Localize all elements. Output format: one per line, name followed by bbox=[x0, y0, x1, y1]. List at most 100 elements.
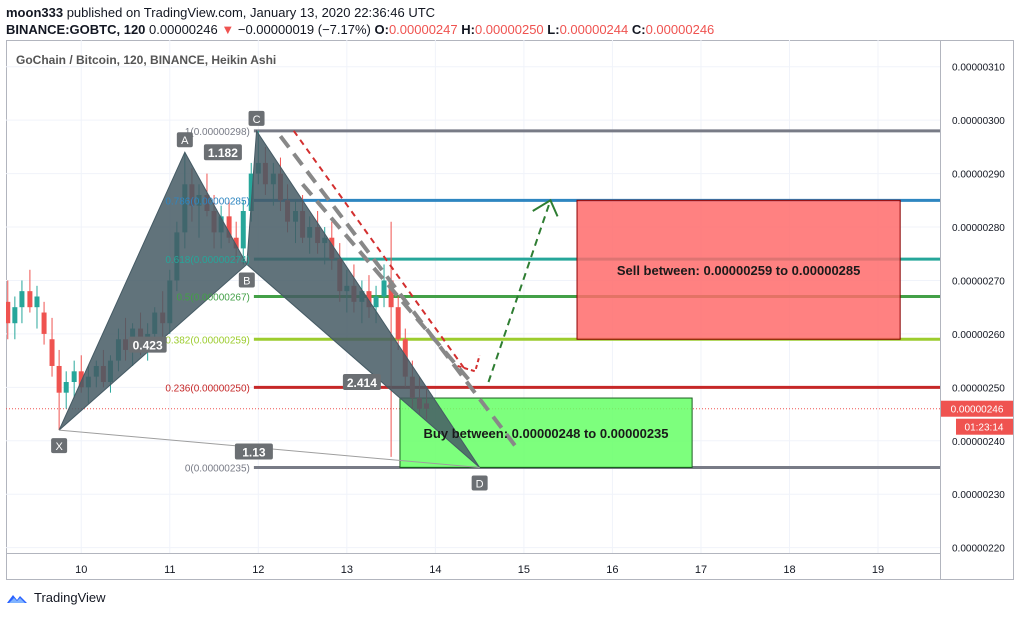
last-price-tag-label: 0.00000246 bbox=[951, 405, 1004, 416]
red-dashed-projection[interactable] bbox=[292, 130, 468, 372]
price-tick-label: 0.00000230 bbox=[952, 490, 1005, 501]
candle-body bbox=[395, 307, 401, 340]
fib-level-label: 0.618(0.00000274) bbox=[165, 255, 250, 266]
zone-labels: Sell between: 0.00000259 to 0.00000285 Bu… bbox=[424, 263, 861, 441]
candle-body bbox=[248, 173, 254, 211]
point-label-x: X bbox=[55, 441, 63, 453]
time-tick-label: 15 bbox=[518, 564, 530, 576]
candle-body bbox=[19, 291, 25, 308]
fib-labels: 1(0.00000298) 0.786(0.00000285) 0.618(0.00… bbox=[165, 127, 250, 475]
point-label-c: C bbox=[253, 114, 261, 126]
price-tick-label: 0.00000220 bbox=[952, 544, 1005, 555]
point-label-d: D bbox=[476, 479, 484, 491]
ratio-badge bbox=[234, 443, 273, 460]
green-dashed-projection[interactable] bbox=[487, 199, 552, 383]
candle-body bbox=[12, 307, 18, 324]
author-name[interactable]: moon333 bbox=[6, 5, 64, 20]
ratio-label: 1.182 bbox=[208, 146, 238, 160]
tradingview-logo-icon[interactable] bbox=[6, 591, 28, 605]
candle-body bbox=[41, 312, 47, 334]
price-tick-label: 0.00000270 bbox=[952, 276, 1005, 287]
point-badge bbox=[471, 475, 488, 491]
price-zones[interactable] bbox=[399, 199, 901, 468]
point-badge bbox=[176, 132, 193, 148]
high-label: H: bbox=[461, 22, 475, 37]
candle-body bbox=[56, 365, 62, 393]
green-arrow-head bbox=[532, 198, 559, 217]
chart-title: GoChain / Bitcoin, 120, BINANCE, Heikin … bbox=[16, 53, 276, 67]
point-label-b: B bbox=[243, 275, 250, 287]
candle-body bbox=[381, 280, 387, 297]
candle-body bbox=[6, 301, 11, 324]
candle-body bbox=[63, 382, 69, 393]
red-arrow-tip bbox=[457, 355, 481, 373]
sell-zone[interactable] bbox=[576, 199, 901, 340]
fib-level-label: 0.236(0.00000250) bbox=[165, 383, 250, 394]
ratio-label: 1.13 bbox=[242, 445, 266, 459]
candle-body bbox=[49, 339, 55, 366]
projection-arrows[interactable] bbox=[278, 130, 559, 453]
time-tick-label: 17 bbox=[695, 564, 707, 576]
sell-zone-label: Sell between: 0.00000259 to 0.00000285 bbox=[617, 263, 861, 278]
price-tick-label: 0.00000240 bbox=[952, 437, 1005, 448]
last-price-tag[interactable] bbox=[941, 400, 1013, 417]
time-tick-label: 11 bbox=[164, 564, 175, 576]
price-tick-label: 0.00000250 bbox=[952, 383, 1005, 394]
candle-body bbox=[27, 291, 33, 308]
chart-header: moon333 published on TradingView.com, Ja… bbox=[6, 4, 714, 38]
price-change: −0.00000019 (−7.17%) bbox=[237, 22, 371, 37]
time-tick-label: 10 bbox=[75, 564, 87, 576]
point-badge bbox=[238, 272, 255, 288]
ratio-label: 2.414 bbox=[347, 376, 377, 390]
ratio-badge bbox=[342, 374, 381, 390]
close-label: C: bbox=[631, 22, 646, 37]
point-badge bbox=[248, 110, 265, 126]
candle-body bbox=[366, 291, 372, 308]
symbol-label: BINANCE:GOBTC, 120 bbox=[6, 22, 146, 37]
candle-body bbox=[78, 371, 84, 388]
candle-body bbox=[233, 237, 239, 249]
time-tick-label: 13 bbox=[341, 564, 353, 576]
time-tick-label: 18 bbox=[783, 564, 795, 576]
ratio-label: 0.423 bbox=[133, 339, 163, 353]
price-tick-label: 0.00000290 bbox=[952, 170, 1005, 181]
price-axis[interactable]: 0.00000220 0.00000230 0.00000240 0.00000250… bbox=[941, 63, 1013, 555]
footer: TradingView bbox=[6, 590, 106, 605]
price-chart[interactable]: 1(0.00000298) 0.786(0.00000285) 0.618(0.00… bbox=[6, 40, 1014, 580]
last-price: 0.00000246 bbox=[149, 22, 218, 37]
fib-level-label: 1(0.00000298) bbox=[185, 127, 250, 138]
publish-line: moon333 published on TradingView.com, Ja… bbox=[6, 4, 714, 21]
time-axis[interactable]: 10 11 12 13 14 15 16 17 18 19 bbox=[75, 564, 884, 576]
price-tick-label: 0.00000300 bbox=[952, 116, 1005, 127]
fib-level-label: 0.382(0.00000259) bbox=[165, 335, 250, 346]
point-label-a: A bbox=[181, 135, 189, 147]
price-tick-label: 0.00000260 bbox=[952, 330, 1005, 341]
countdown-label: 01:23:14 bbox=[965, 423, 1004, 434]
open-value: 0.00000247 bbox=[388, 22, 458, 37]
fib-level-label: 0.5(0.00000267) bbox=[176, 293, 249, 304]
down-arrow-icon: ▼ bbox=[221, 22, 235, 37]
ohlc-line: BINANCE:GOBTC, 120 0.00000246 ▼ −0.00000… bbox=[6, 21, 714, 38]
high-value: 0.00000250 bbox=[474, 22, 544, 37]
point-badge bbox=[51, 438, 68, 454]
price-tick-label: 0.00000280 bbox=[952, 223, 1005, 234]
low-label: L: bbox=[547, 22, 560, 37]
fib-level-label: 0.786(0.00000285) bbox=[165, 196, 250, 207]
publish-info: published on TradingView.com, January 13… bbox=[66, 5, 436, 20]
buy-zone-label: Buy between: 0.00000248 to 0.00000235 bbox=[424, 426, 669, 441]
price-tick-label: 0.00000310 bbox=[952, 63, 1005, 74]
ratio-badge bbox=[128, 336, 167, 353]
time-tick-label: 19 bbox=[872, 564, 884, 576]
harmonic-triangle-bcd[interactable] bbox=[246, 129, 481, 468]
candle-body bbox=[373, 296, 379, 308]
fib-level-label: 0(0.00000235) bbox=[185, 464, 250, 475]
candle-body bbox=[388, 280, 394, 308]
candle-body bbox=[71, 371, 77, 382]
harmonic-labels: X A B C D 0.423 1.182 2.414 1.13 bbox=[51, 110, 488, 491]
candle-body bbox=[240, 211, 246, 249]
ratio-badge bbox=[203, 144, 242, 161]
countdown-tag bbox=[956, 418, 1013, 435]
time-tick-label: 12 bbox=[252, 564, 264, 576]
time-tick-label: 16 bbox=[606, 564, 618, 576]
brand-name[interactable]: TradingView bbox=[34, 590, 106, 605]
